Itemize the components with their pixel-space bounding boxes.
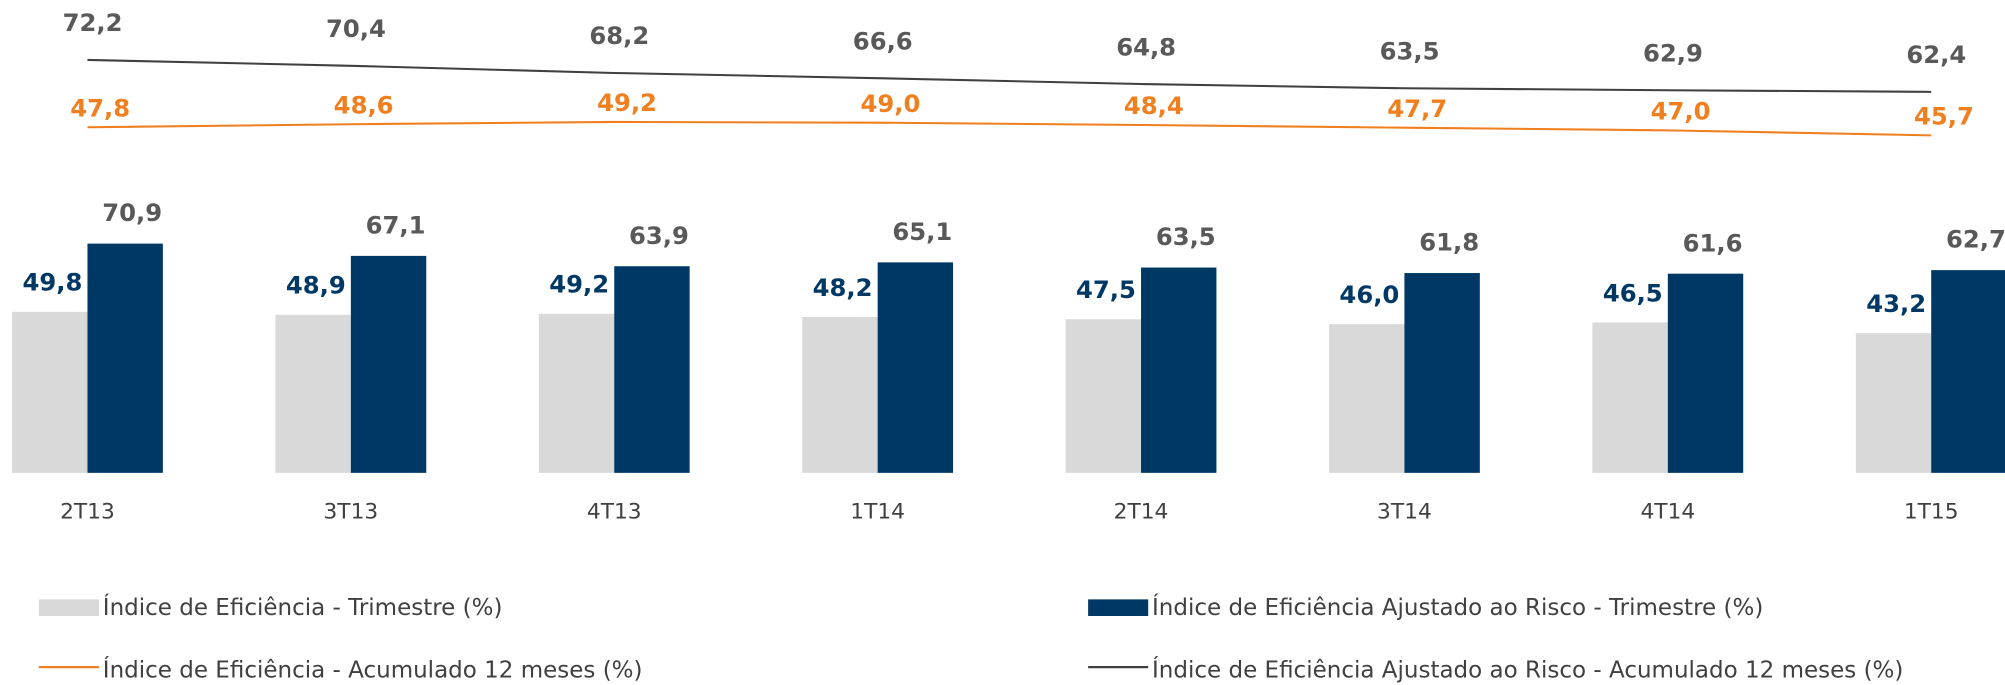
bar <box>1855 333 1932 473</box>
data-label: 66,6 <box>853 26 913 55</box>
bar <box>1141 267 1217 473</box>
data-label: 70,9 <box>102 198 162 227</box>
data-label: 72,2 <box>63 8 123 37</box>
data-label: 68,2 <box>589 21 649 50</box>
x-tick-label: 1T15 <box>1904 499 1959 524</box>
data-label: 64,8 <box>1116 32 1176 61</box>
data-label: 48,9 <box>286 271 346 300</box>
line <box>87 58 1932 93</box>
data-label: 49,0 <box>860 89 920 118</box>
legend-label: Índice de Eficiência - Acumulado 12 mese… <box>103 655 643 683</box>
bar <box>877 262 954 473</box>
data-label: 62,9 <box>1643 38 1703 67</box>
bar <box>1329 324 1405 473</box>
bar <box>87 243 163 473</box>
bar <box>614 266 690 473</box>
data-label: 49,2 <box>597 88 657 117</box>
data-label: 47,5 <box>1076 275 1136 304</box>
bar <box>1667 273 1744 473</box>
data-label: 47,7 <box>1387 94 1447 123</box>
data-label: 63,5 <box>1380 36 1440 65</box>
data-label: 63,9 <box>629 221 689 250</box>
legend-swatch <box>38 599 99 616</box>
x-tick-label: 4T13 <box>587 499 642 524</box>
data-label: 49,2 <box>549 270 609 299</box>
x-tick-label: 2T13 <box>60 499 115 524</box>
legend-swatch <box>1088 599 1149 616</box>
data-label: 62,7 <box>1946 225 2005 254</box>
data-label: 62,4 <box>1906 40 1966 69</box>
data-label: 48,6 <box>334 90 394 119</box>
data-label: 46,5 <box>1603 278 1663 307</box>
data-label: 70,4 <box>326 14 386 43</box>
legend-label: Índice de Eficiência Ajustado ao Risco -… <box>1152 655 1903 683</box>
line <box>87 120 1932 137</box>
x-tick-label: 3T13 <box>323 499 378 524</box>
data-label: 61,6 <box>1683 228 1743 257</box>
bar <box>802 317 878 473</box>
legend-label: Índice de Eficiência - Trimestre (%) <box>103 593 503 621</box>
x-tick-label: 1T14 <box>850 499 905 524</box>
bar <box>1592 322 1668 473</box>
legend-label: Índice de Eficiência Ajustado ao Risco -… <box>1152 593 1763 621</box>
x-tick-label: 3T14 <box>1377 499 1432 524</box>
bar <box>12 311 88 473</box>
bar <box>1931 270 2005 473</box>
x-tick-label: 2T14 <box>1114 499 1169 524</box>
data-label: 46,0 <box>1339 280 1399 309</box>
bar <box>1404 273 1480 473</box>
data-label: 65,1 <box>892 217 952 246</box>
data-label: 48,2 <box>813 273 873 302</box>
data-label: 67,1 <box>366 211 426 240</box>
data-label: 63,5 <box>1156 222 1216 251</box>
data-label: 47,0 <box>1651 96 1711 125</box>
x-tick-label: 4T14 <box>1640 499 1695 524</box>
bar <box>350 255 427 473</box>
bar <box>1065 319 1142 473</box>
data-label: 49,8 <box>22 268 82 297</box>
bar <box>538 313 615 473</box>
data-label: 48,4 <box>1124 91 1184 120</box>
bar <box>275 314 351 473</box>
data-label: 47,8 <box>70 93 130 122</box>
data-label: 43,2 <box>1866 289 1926 318</box>
data-label: 45,7 <box>1914 101 1974 130</box>
data-label: 61,8 <box>1419 228 1479 257</box>
